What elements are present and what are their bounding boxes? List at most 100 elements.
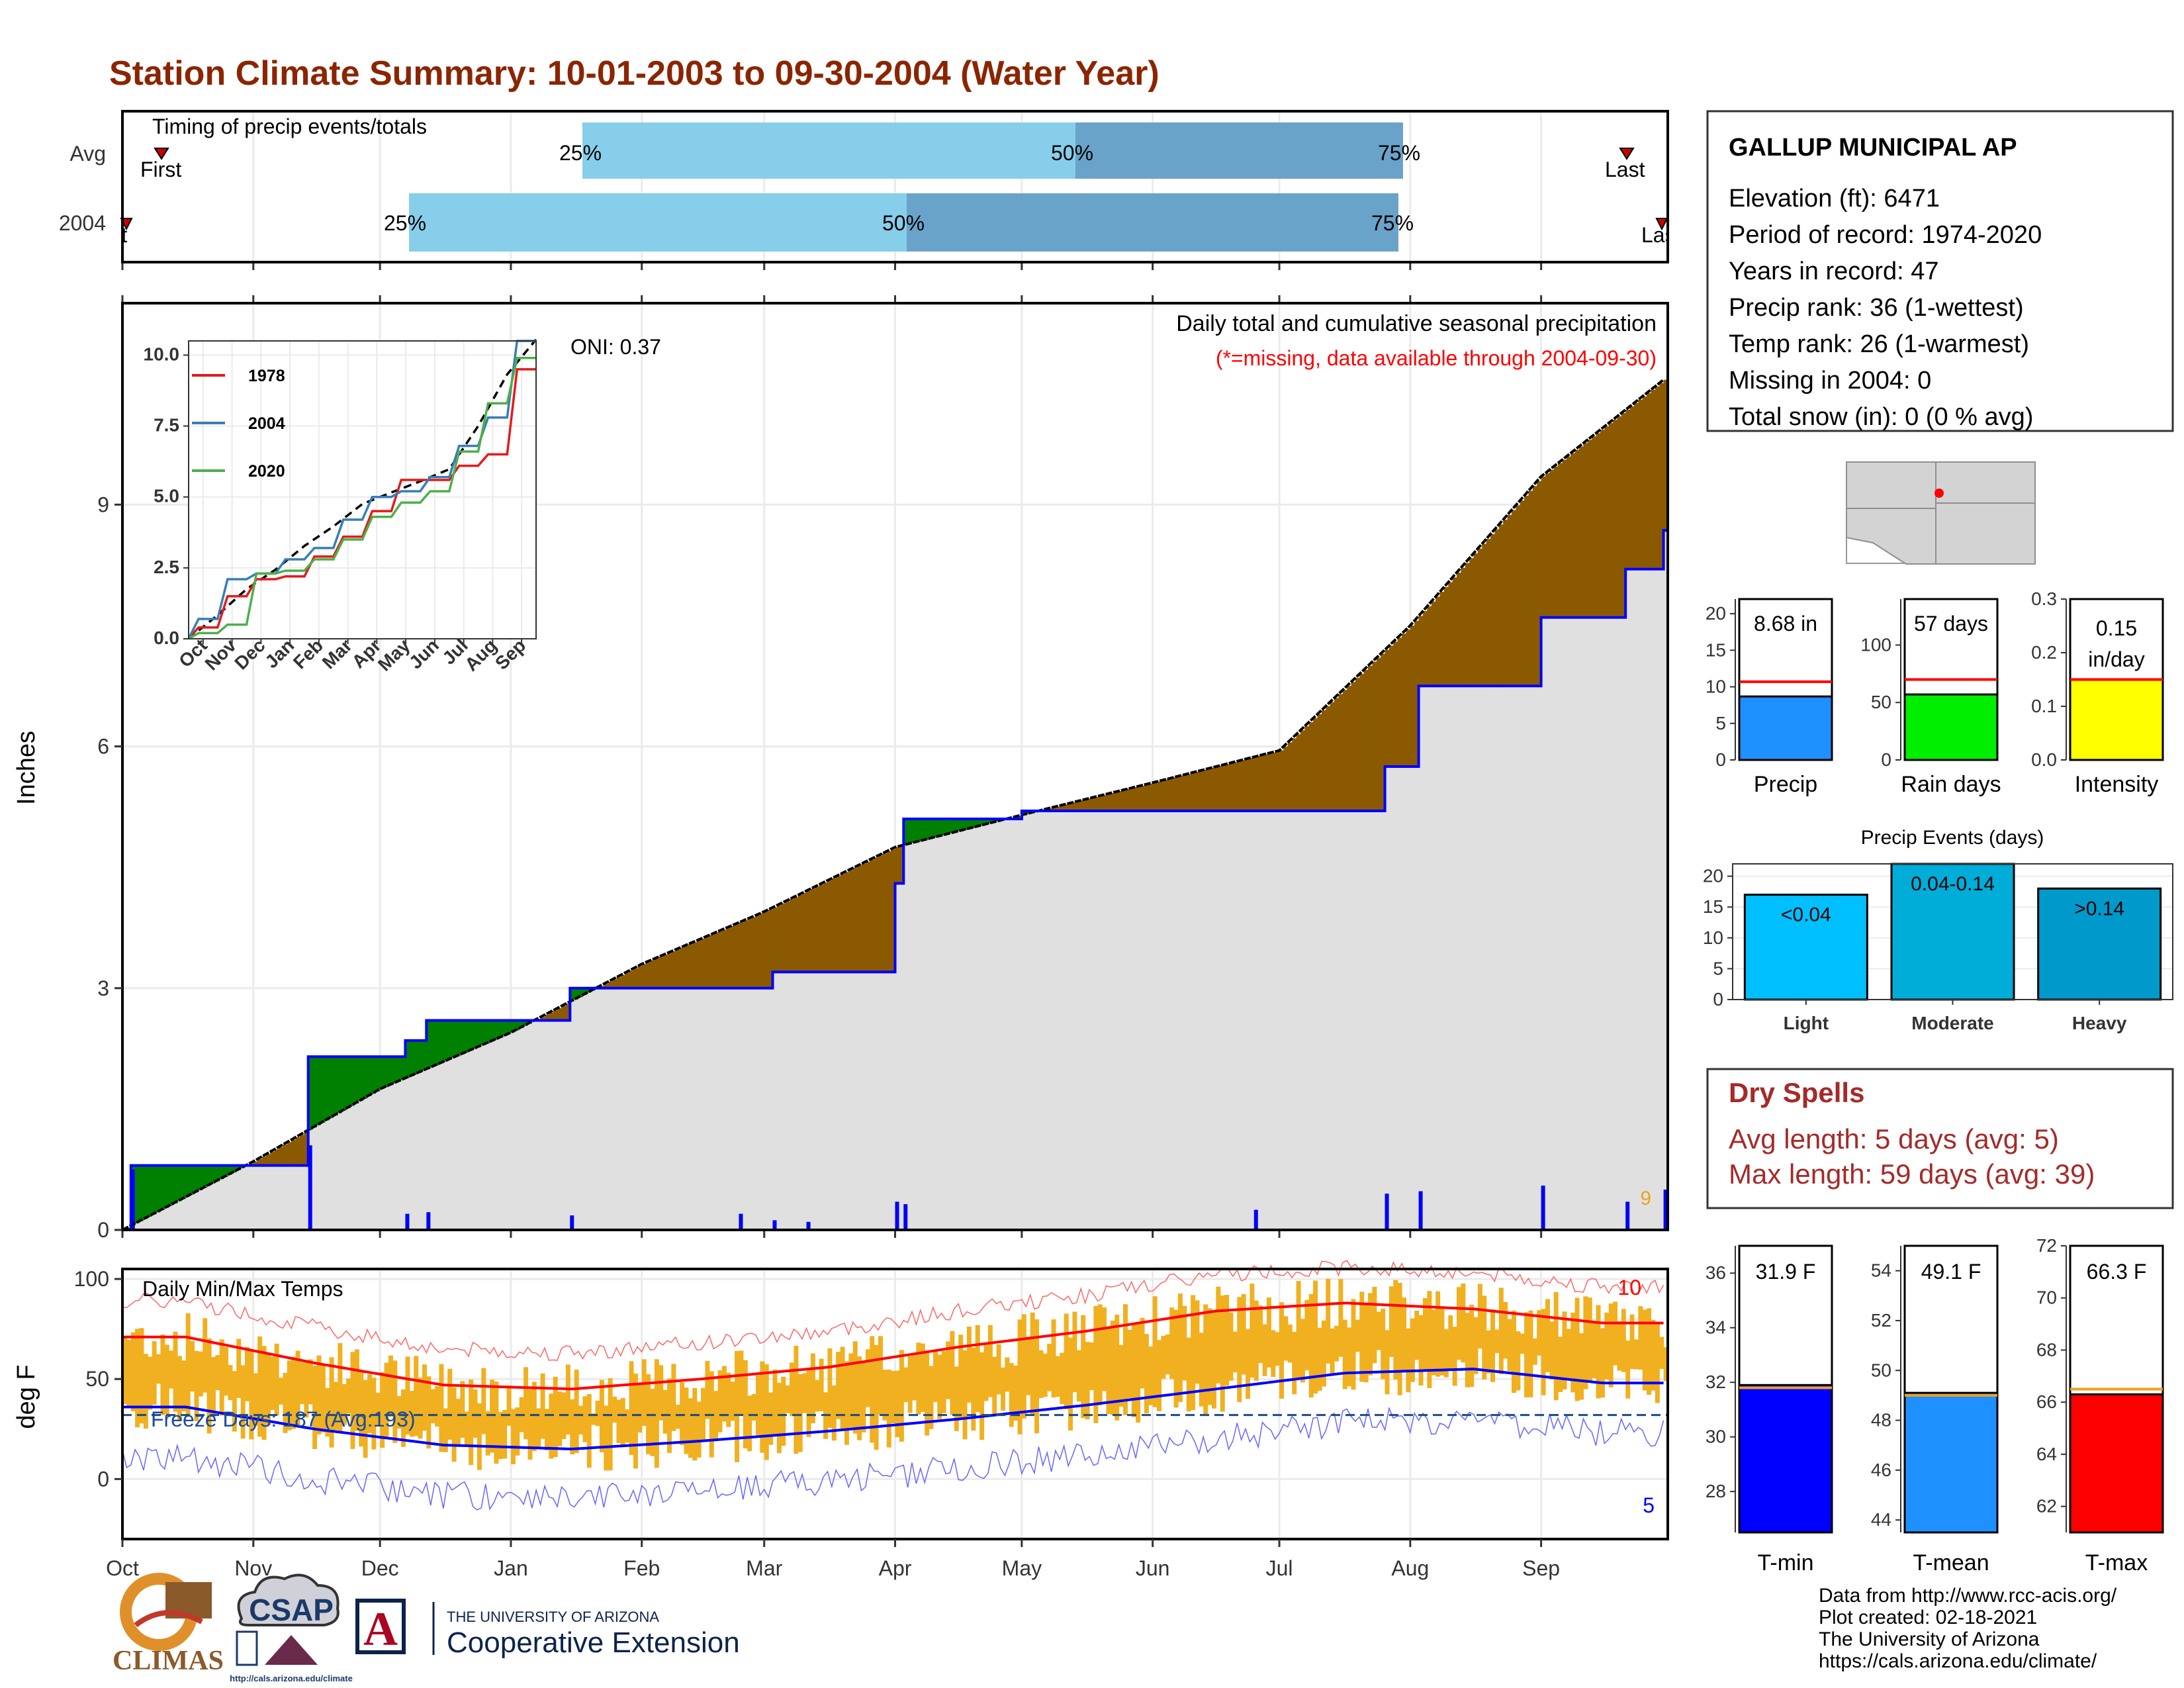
cum-fill [899,883,904,1230]
below-avg-area [295,1137,300,1166]
daily-temp-bar [1393,1280,1398,1380]
cum-fill [1207,810,1212,1230]
cum-fill [1271,810,1276,1230]
cum-fill [1144,810,1149,1230]
cum-fill [776,972,782,1230]
month-label: Apr [879,1556,912,1580]
cum-fill [1381,810,1386,1230]
inset-ytick-label: 5.0 [154,486,179,506]
daily-temp-bar [477,1403,482,1470]
below-avg-area [899,846,904,884]
summary-ytick-label: 0.0 [2031,749,2057,770]
month-label: Jun [1136,1556,1170,1580]
daily-temp-bar [527,1389,533,1460]
temp-title: Daily Min/Max Temps [142,1277,343,1301]
above-avg-area [451,1020,457,1058]
above-avg-area [320,1056,326,1123]
daily-temp-bar [1055,1356,1060,1397]
footer-line: https://cals.arizona.edu/climate/ [1819,1650,2097,1672]
below-avg-area [265,1154,271,1166]
cum-fill [1334,810,1339,1230]
cum-fill [245,1166,250,1230]
cum-fill [346,1108,351,1230]
cum-fill [519,1028,524,1230]
below-avg-area [253,1161,258,1166]
below-avg-area [1232,762,1238,811]
daily-temp-bar [270,1356,275,1411]
daily-temp-bar [1659,1336,1664,1369]
daily-temp-bar [1355,1319,1360,1352]
above-avg-area [962,819,968,830]
daily-temp-bar [473,1389,478,1438]
below-avg-area [1072,802,1077,811]
below-avg-area [1655,386,1660,569]
cum-fill [219,1179,224,1230]
climas-logo: CLIMAS [113,1573,224,1676]
summary-ytick-label: 0 [1715,749,1726,770]
cum-fill [418,1072,423,1230]
timing-2004-q1-bar [409,193,907,252]
below-avg-area [1093,797,1099,811]
daily-temp-bar [1532,1338,1537,1365]
above-avg-area [946,819,951,835]
precip-title: Daily total and cumulative seasonal prec… [1176,311,1657,336]
below-avg-area [1191,773,1196,811]
cum-fill [1169,810,1175,1230]
daily-precip-bar [308,1145,312,1230]
daily-temp-bar [1633,1339,1639,1370]
above-avg-area [219,1165,224,1180]
daily-temp-bar [185,1313,191,1416]
daily-temp-bar [143,1354,148,1429]
cum-fill [891,972,896,1230]
station-info-line: Years in record: 47 [1729,258,1939,285]
cum-fill [966,829,972,1230]
summary-value-label: in/day [2088,647,2144,671]
cum-fill [1330,810,1335,1230]
temp-summary-bar [1738,1383,1833,1534]
cum-fill [228,1174,233,1230]
below-avg-area [1570,453,1576,618]
daily-temp-bar [435,1386,440,1427]
below-avg-area [1579,446,1584,618]
above-avg-area [139,1165,144,1221]
cum-fill [848,972,854,1230]
cum-fill [616,988,621,1230]
above-avg-area [490,1020,495,1042]
cum-fill [392,1083,398,1230]
daily-temp-bar [1558,1336,1563,1392]
below-avg-area [1085,799,1090,811]
daily-temp-bar [1583,1296,1588,1389]
cum-fill [662,988,668,1230]
cum-fill [1457,686,1461,1230]
cum-fill [1583,617,1588,1230]
above-avg-area [198,1165,203,1190]
cum-fill [456,1056,461,1230]
above-avg-area [232,1165,237,1173]
summary-bar [1738,695,1833,761]
daily-temp-bar [177,1356,182,1421]
below-avg-area [1224,764,1230,811]
dry-spells-title: Dry Spells [1729,1077,1864,1108]
below-avg-area [823,882,829,972]
daily-temp-bar [279,1378,284,1405]
cum-fill [565,1020,570,1230]
below-avg-area [1617,416,1622,618]
month-label: Aug [1391,1556,1429,1580]
daily-temp-bar [735,1350,740,1462]
inset-chart: 0.02.55.07.510.0OctNovDecJanFebMarAprMay… [144,338,537,675]
cum-fill [185,1196,191,1230]
above-avg-area [160,1165,165,1210]
daily-temp-bar [418,1378,423,1439]
temp-summary-value-label: 31.9 F [1756,1260,1816,1284]
cum-fill [1224,810,1230,1230]
below-avg-area [654,959,659,988]
summary-ytick-label: 100 [1860,634,1891,655]
below-avg-area [1203,769,1208,811]
cum-fill [1321,810,1326,1230]
cum-fill [1042,810,1048,1230]
cum-fill [1110,810,1115,1230]
cum-fill [283,1165,288,1230]
daily-temp-bar [1110,1321,1115,1415]
precip-ylabel: Inches [13,731,40,805]
month-label: Jul [1266,1556,1293,1580]
